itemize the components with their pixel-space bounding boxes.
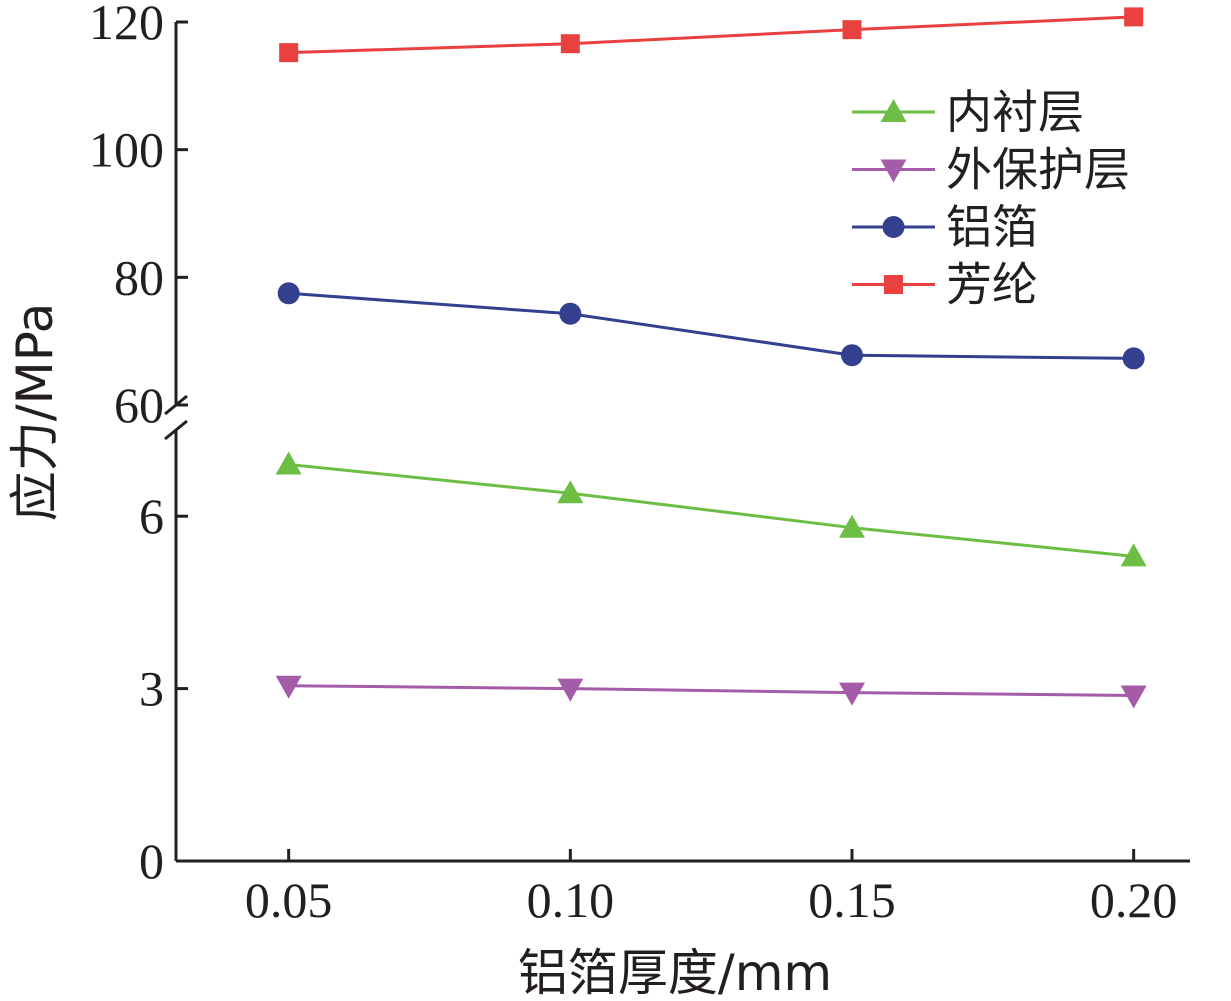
- legend-marker: [880, 159, 907, 183]
- y-tick-label: 80: [114, 249, 164, 305]
- data-point: [275, 675, 302, 699]
- series-2: [277, 282, 1145, 370]
- data-point: [1120, 543, 1147, 567]
- legend-entry: 外保护层: [852, 143, 1130, 197]
- series-3: [279, 7, 1144, 63]
- data-point: [1124, 7, 1144, 27]
- y-tick-label: 100: [89, 122, 164, 178]
- y-tick-label: 0: [139, 833, 164, 889]
- legend-label: 铝箔: [946, 200, 1038, 254]
- axes: 0.05 0.10 0.15 0.20 0 3 6 60 80 100 120: [89, 0, 1190, 928]
- legend-marker: [884, 275, 903, 294]
- data-point: [557, 480, 584, 504]
- series-line: [288, 15, 1134, 55]
- series-line: [288, 462, 1134, 558]
- y-axis-title: 应力/MPa: [6, 303, 64, 522]
- data-point: [560, 34, 580, 54]
- legend-marker: [882, 216, 905, 238]
- data-point: [1122, 347, 1145, 370]
- data-point: [557, 678, 584, 702]
- legend-label: 内衬层: [946, 85, 1084, 139]
- legend-label: 芳纶: [946, 258, 1038, 312]
- data-point: [559, 302, 582, 325]
- y-tick-label: 60: [114, 377, 164, 433]
- y-tick-label: 3: [139, 661, 164, 717]
- data-point: [279, 43, 299, 63]
- x-axis-title: 铝箔厚度/mm: [518, 944, 832, 1001]
- legend-entry: 内衬层: [852, 85, 1084, 139]
- axis-break-mark-lower: [164, 419, 188, 441]
- data-point: [275, 451, 302, 475]
- data-point: [277, 282, 300, 305]
- data-point: [842, 20, 862, 40]
- y-tick-label: 6: [139, 488, 164, 544]
- x-tick-label: 0.15: [808, 872, 896, 928]
- legend-entry: 芳纶: [852, 258, 1038, 312]
- x-tick-label: 0.10: [527, 872, 615, 928]
- series-0: [275, 451, 1147, 567]
- data-point: [1120, 685, 1147, 709]
- data-point: [839, 682, 865, 706]
- legend-entry: 铝箔: [852, 200, 1038, 254]
- legend-label: 外保护层: [946, 143, 1130, 197]
- data-point: [841, 344, 863, 367]
- y-tick-label: 120: [89, 0, 164, 50]
- series-layer: [275, 7, 1147, 709]
- legend-marker: [880, 99, 907, 122]
- series-1: [275, 675, 1147, 709]
- series-line: [288, 684, 1134, 697]
- series-line: [288, 291, 1134, 360]
- data-point: [839, 514, 865, 538]
- x-tick-label: 0.05: [245, 872, 333, 928]
- x-tick-label: 0.20: [1090, 872, 1178, 928]
